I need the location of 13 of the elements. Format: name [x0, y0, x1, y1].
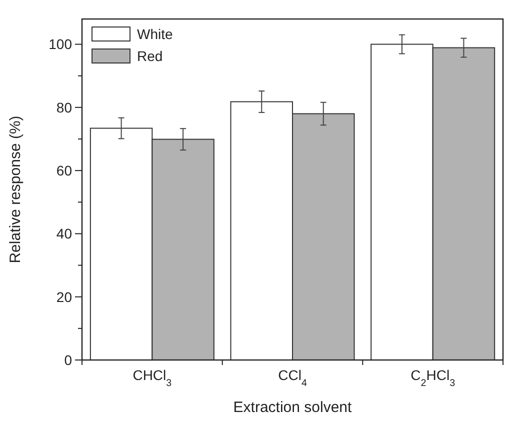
legend-label: Red — [137, 48, 163, 64]
y-tick-label: 80 — [56, 99, 72, 116]
x-tick-label: CCl$_{4}$ — [278, 367, 308, 388]
x-tick-label: C$_{2}$HCl$_{3}$ — [410, 367, 456, 388]
y-tick-label: 100 — [48, 36, 72, 52]
y-tick-label: 0 — [64, 352, 72, 368]
legend-label: White — [137, 26, 173, 42]
y-tick-label: 60 — [56, 162, 72, 178]
y-tick-label: 40 — [56, 226, 72, 242]
y-axis-title: Relative response (%) — [7, 116, 24, 264]
x-tick-label: CHCl$_{3}$ — [132, 367, 172, 388]
y-tick-label: 20 — [56, 288, 72, 305]
x-axis-title: Extraction solvent — [233, 399, 353, 416]
